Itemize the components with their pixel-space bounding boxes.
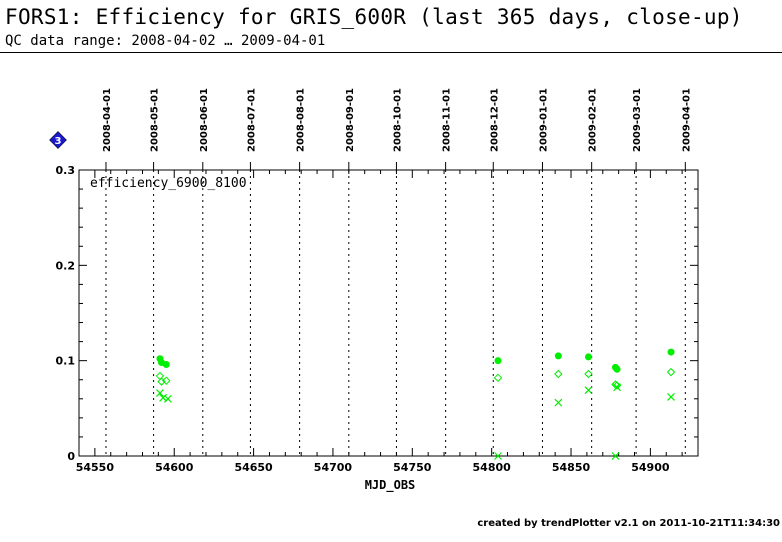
x-tick-label: 54550 [76, 461, 115, 474]
x-axis-title: MJD_OBS [365, 478, 416, 493]
point-cross [494, 452, 502, 460]
point-cross [584, 386, 593, 395]
date-grid-lines [105, 162, 686, 456]
date-label: 2009-03-01 [632, 88, 643, 152]
y-tick-label: 0.3 [56, 164, 76, 177]
y-tick-label: 0.2 [56, 259, 76, 272]
x-tick-label: 54700 [314, 461, 353, 474]
point-open-diamond [584, 369, 593, 379]
point-filled-circle [494, 357, 502, 365]
point-filled-circle [162, 360, 170, 368]
point-open-diamond [666, 367, 676, 377]
point-filled-circle [584, 353, 592, 361]
y-tick-label: 0 [67, 450, 75, 463]
page-title: FORS1: Efficiency for GRIS_600R (last 36… [5, 5, 743, 29]
title-divider [0, 52, 782, 53]
y-axis-ticks: 0 0.1 0.2 0.3 [56, 164, 698, 463]
date-label: 2008-04-01 [102, 88, 113, 152]
date-label: 2008-08-01 [296, 88, 307, 152]
date-label: 2008-10-01 [392, 88, 403, 152]
x-tick-label: 54850 [552, 461, 591, 474]
footer-credit: created by trendPlotter v2.1 on 2011-10-… [477, 518, 780, 529]
date-label: 2009-01-01 [538, 88, 549, 152]
date-label: 2008-07-01 [246, 88, 257, 152]
plot-frame [78, 169, 699, 457]
point-cross [667, 392, 675, 401]
panel-label: efficiency_6900_8100 [90, 176, 247, 191]
x-tick-label: 54900 [631, 461, 670, 474]
date-label: 2008-09-01 [345, 88, 356, 152]
point-cross [611, 452, 620, 460]
data-range-subtitle: QC data range: 2008-04-02 … 2009-04-01 [5, 33, 326, 49]
point-cross [554, 398, 563, 407]
marker-symbol: 3 [55, 136, 62, 147]
date-label: 2008-12-01 [489, 88, 500, 152]
date-label: 2008-11-01 [442, 88, 453, 152]
point-filled-circle [667, 348, 675, 356]
point-filled-circle [554, 352, 562, 360]
point-open-diamond [493, 373, 503, 383]
date-label: 2008-05-01 [150, 88, 161, 152]
point-cross [163, 394, 172, 403]
point-open-diamond [157, 377, 166, 386]
x-tick-label: 54600 [155, 461, 194, 474]
date-label: 2009-02-01 [588, 88, 599, 152]
date-label: 2009-04-01 [681, 88, 692, 152]
point-filled-circle [613, 365, 621, 373]
point-cross [156, 389, 164, 398]
point-cross [159, 393, 168, 402]
x-tick-label: 54800 [473, 461, 512, 474]
point-cross [613, 383, 621, 392]
date-labels: 2008-04-01 2008-05-01 2008-06-01 2008-07-01… [102, 88, 692, 152]
x-tick-label: 54650 [234, 461, 273, 474]
point-open-diamond [554, 369, 563, 379]
y-tick-label: 0.1 [56, 355, 76, 368]
date-label: 2008-06-01 [199, 88, 210, 152]
point-open-diamond [162, 376, 171, 385]
x-tick-label: 54750 [393, 461, 432, 474]
marker-diamond [49, 131, 67, 149]
data-points [155, 348, 676, 460]
marker-badge: 3 [49, 131, 67, 149]
x-axis-ticks: 54550 54600 54650 54700 54750 54800 54850 54900 [76, 170, 699, 474]
